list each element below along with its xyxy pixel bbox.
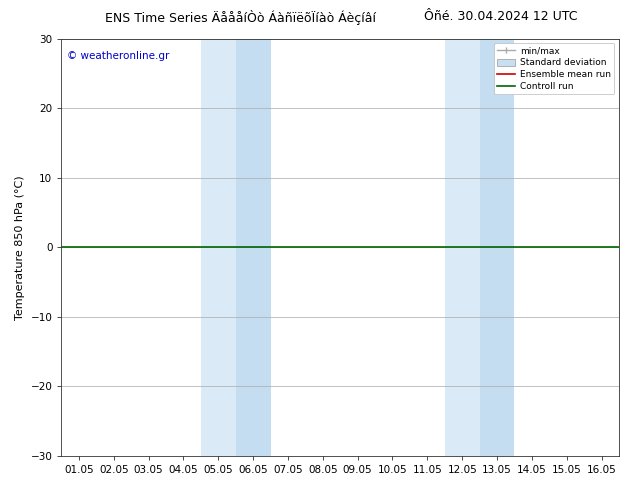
Text: ENS Time Series ÄåååíÒò ÁàñïëõÏíàò Áèçíâí: ENS Time Series ÄåååíÒò ÁàñïëõÏíàò Áèçíâ…: [105, 10, 377, 25]
Bar: [445, 39, 479, 456]
Text: © weatheronline.gr: © weatheronline.gr: [67, 51, 169, 61]
Legend: min/max, Standard deviation, Ensemble mean run, Controll run: min/max, Standard deviation, Ensemble me…: [494, 43, 614, 95]
Bar: [236, 39, 271, 456]
Bar: [201, 39, 236, 456]
Bar: [479, 39, 514, 456]
Text: Ôñé. 30.04.2024 12 UTC: Ôñé. 30.04.2024 12 UTC: [424, 10, 578, 23]
Y-axis label: Temperature 850 hPa (°C): Temperature 850 hPa (°C): [15, 175, 25, 319]
